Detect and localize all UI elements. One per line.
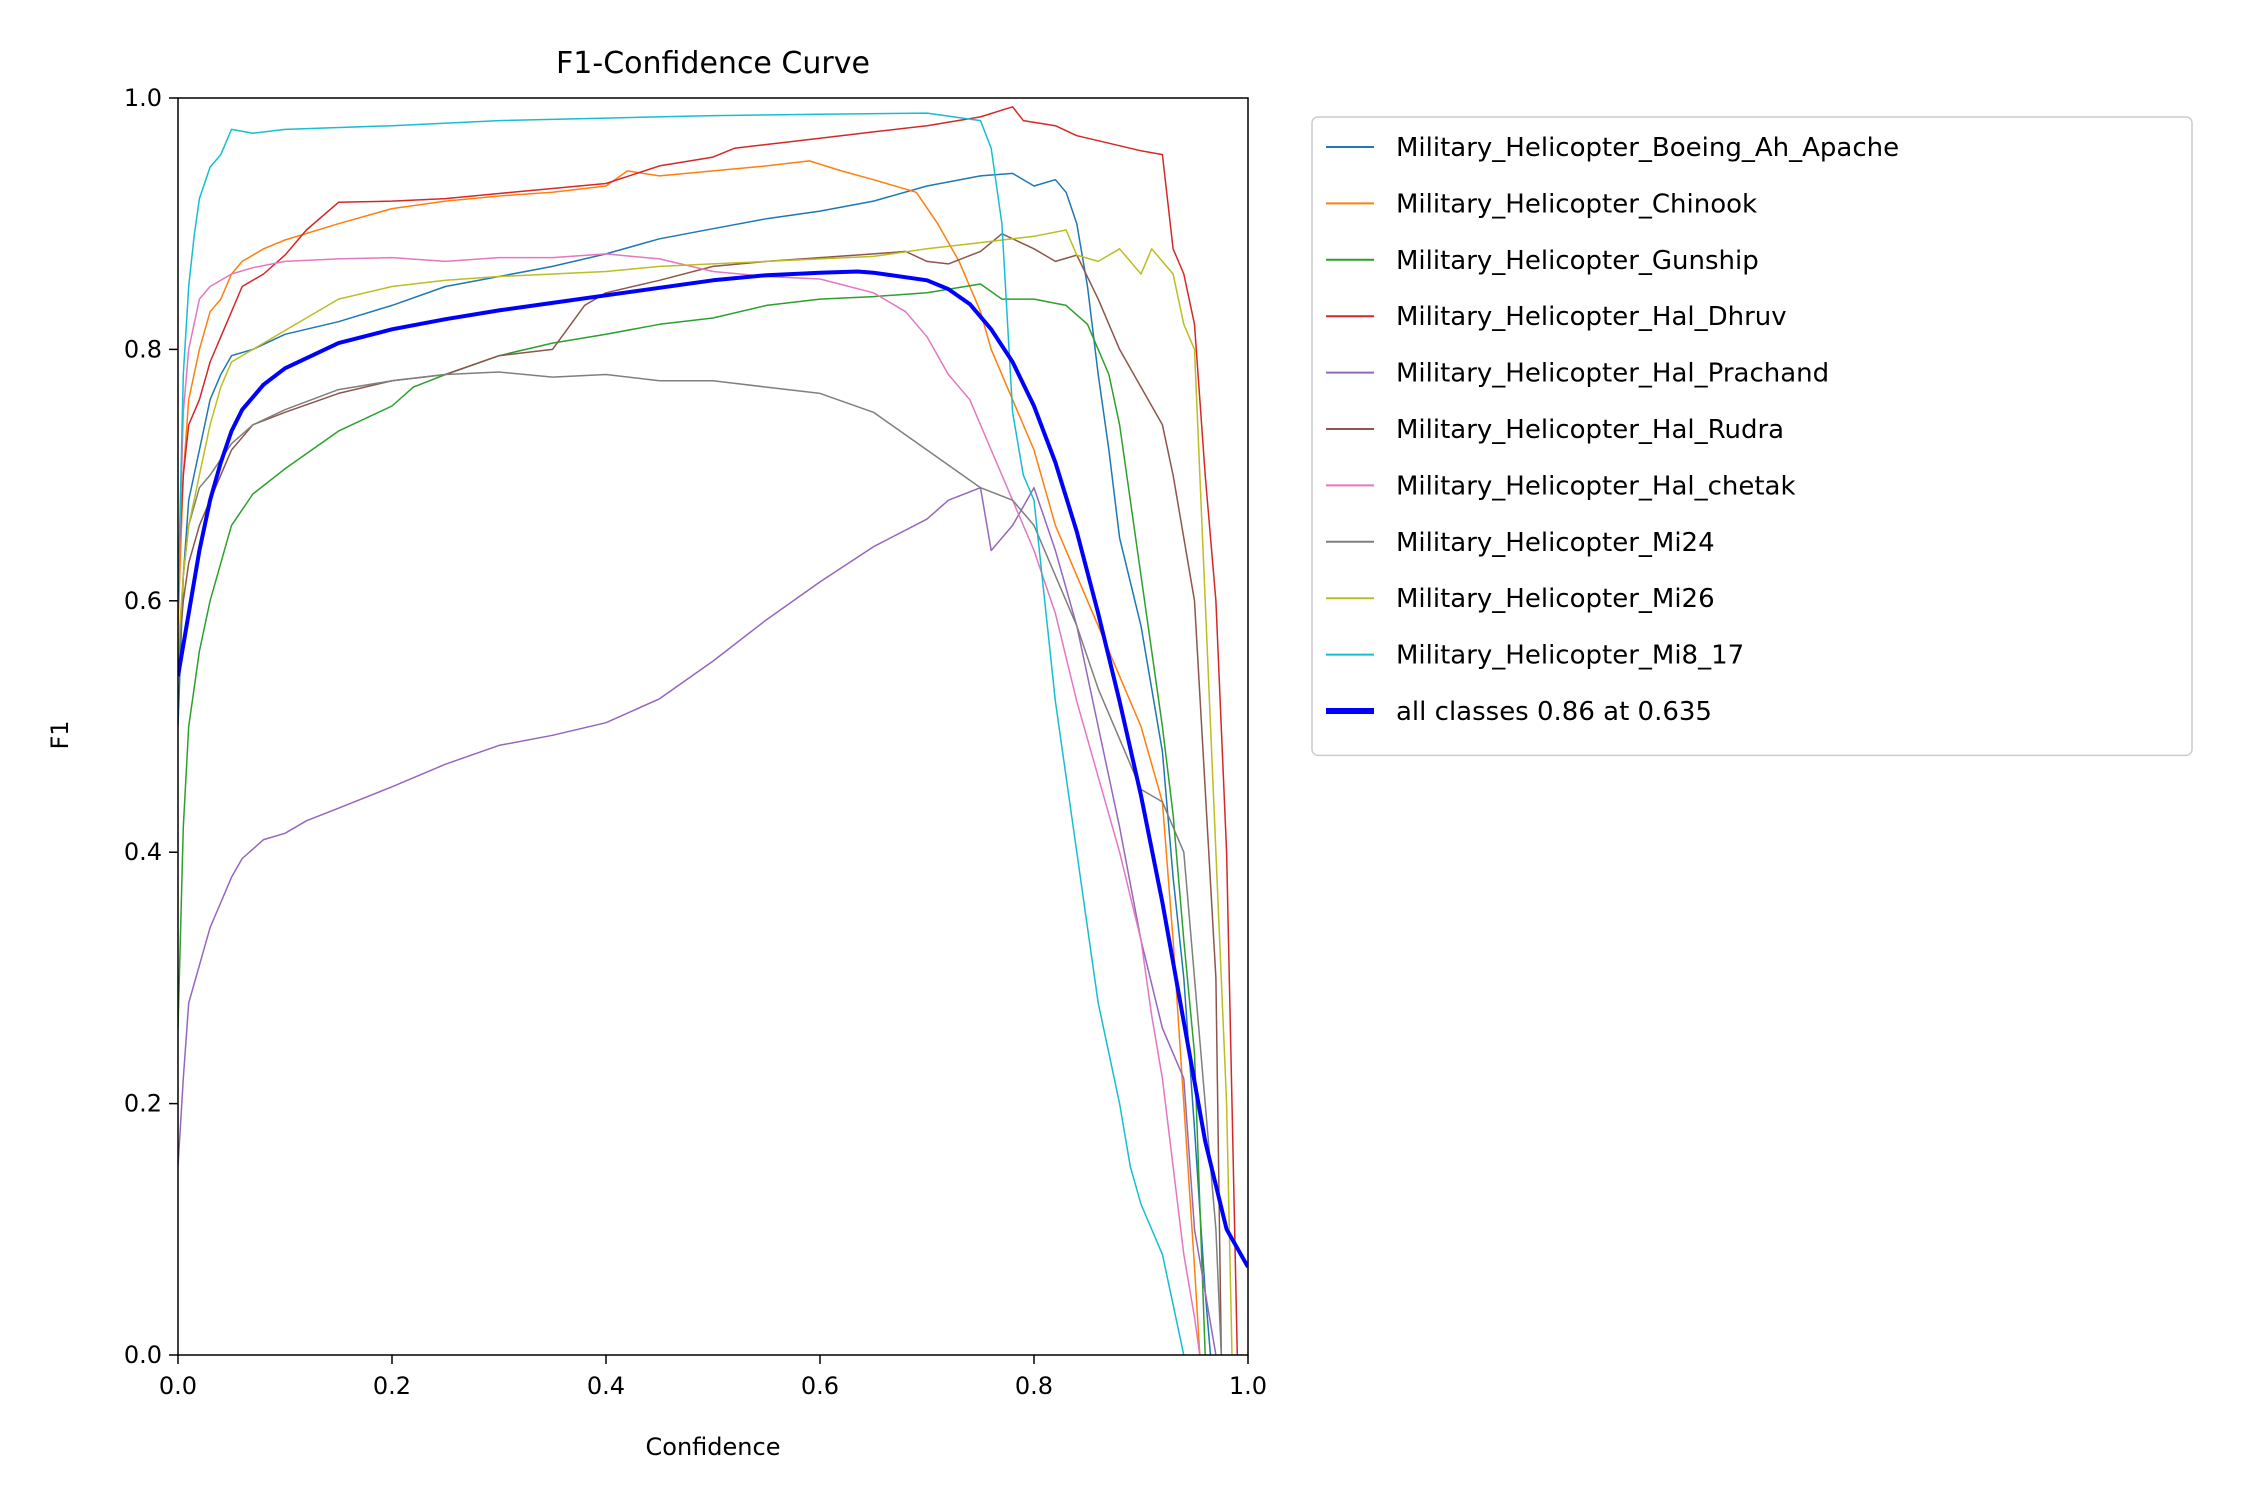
legend-label: Military_Helicopter_Gunship — [1396, 246, 1759, 276]
y-tick-label: 1.0 — [124, 84, 162, 112]
y-tick-label: 0.2 — [124, 1090, 162, 1118]
series-line-4 — [178, 486, 1217, 1355]
legend-label: Military_Helicopter_Mi26 — [1396, 584, 1715, 614]
legend-label: Military_Helicopter_Hal_Prachand — [1396, 359, 1829, 389]
x-tick-label: 0.0 — [159, 1372, 197, 1400]
x-tick-label: 0.4 — [587, 1372, 625, 1400]
series-line-all-classes — [178, 269, 1248, 1268]
y-tick-label: 0.8 — [124, 335, 162, 363]
axes-group: 0.0 0.2 0.4 0.6 0.8 1.0 0.0 0.2 0.4 0.6 0.8 1.0 — [124, 84, 1267, 1400]
x-tick-label: 0.8 — [1015, 1372, 1053, 1400]
plot-frame — [177, 97, 1249, 1356]
y-tick-label: 0.4 — [124, 838, 162, 866]
y-axis-label: F1 — [46, 720, 74, 749]
y-tick-label: 0.0 — [124, 1341, 162, 1369]
series-line-6 — [178, 253, 1201, 1355]
legend-label: Military_Helicopter_Hal_Dhruv — [1396, 302, 1787, 332]
plot-series-group — [178, 106, 1248, 1355]
legend-box — [1311, 116, 2193, 757]
legend-label: Military_Helicopter_Chinook — [1396, 189, 1757, 219]
x-tick-label: 1.0 — [1229, 1372, 1267, 1400]
legend-label: Military_Helicopter_Hal_chetak — [1396, 471, 1796, 501]
series-line-7 — [178, 371, 1223, 1355]
legend: Military_Helicopter_Boeing_Ah_Apache Mili… — [1311, 116, 2193, 757]
series-line-2 — [178, 283, 1206, 1355]
legend-label: all classes 0.86 at 0.635 — [1396, 697, 1712, 727]
legend-label: Military_Helicopter_Boeing_Ah_Apache — [1396, 133, 1899, 163]
chart-title: F1-Confidence Curve — [556, 46, 870, 81]
x-axis-label: Confidence — [646, 1433, 781, 1461]
y-tick-label: 0.6 — [124, 587, 162, 615]
legend-label: Military_Helicopter_Mi8_17 — [1396, 641, 1744, 671]
series-line-5 — [178, 233, 1223, 1355]
series-line-8 — [178, 229, 1233, 1355]
legend-label: Military_Helicopter_Hal_Rudra — [1396, 415, 1784, 445]
x-tick-label: 0.2 — [373, 1372, 411, 1400]
series-line-9 — [178, 112, 1185, 1355]
x-tick-label: 0.6 — [801, 1372, 839, 1400]
legend-label: Military_Helicopter_Mi24 — [1396, 528, 1715, 558]
series-line-3 — [178, 106, 1239, 1355]
series-line-0 — [178, 172, 1212, 1355]
